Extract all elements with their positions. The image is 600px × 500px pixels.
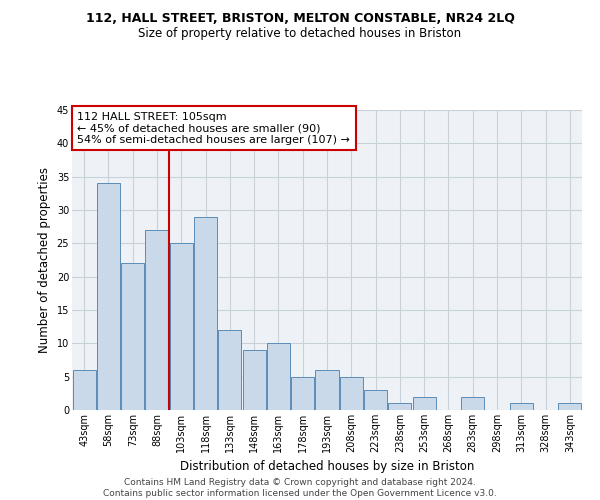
Bar	[267, 344, 290, 410]
Text: Contains HM Land Registry data © Crown copyright and database right 2024.
Contai: Contains HM Land Registry data © Crown c…	[103, 478, 497, 498]
Bar	[291, 376, 314, 410]
Text: 112, HALL STREET, BRISTON, MELTON CONSTABLE, NR24 2LQ: 112, HALL STREET, BRISTON, MELTON CONSTA…	[86, 12, 514, 26]
Bar	[364, 390, 387, 410]
X-axis label: Distribution of detached houses by size in Briston: Distribution of detached houses by size …	[180, 460, 474, 473]
Bar	[461, 396, 484, 410]
Bar	[145, 230, 169, 410]
Bar	[316, 370, 338, 410]
Bar	[121, 264, 144, 410]
Bar	[97, 184, 120, 410]
Text: Size of property relative to detached houses in Briston: Size of property relative to detached ho…	[139, 28, 461, 40]
Y-axis label: Number of detached properties: Number of detached properties	[38, 167, 51, 353]
Bar	[170, 244, 193, 410]
Bar	[413, 396, 436, 410]
Bar	[510, 404, 533, 410]
Bar	[559, 404, 581, 410]
Text: 112 HALL STREET: 105sqm
← 45% of detached houses are smaller (90)
54% of semi-de: 112 HALL STREET: 105sqm ← 45% of detache…	[77, 112, 350, 144]
Bar	[340, 376, 363, 410]
Bar	[242, 350, 266, 410]
Bar	[194, 216, 217, 410]
Bar	[388, 404, 412, 410]
Bar	[218, 330, 241, 410]
Bar	[73, 370, 95, 410]
